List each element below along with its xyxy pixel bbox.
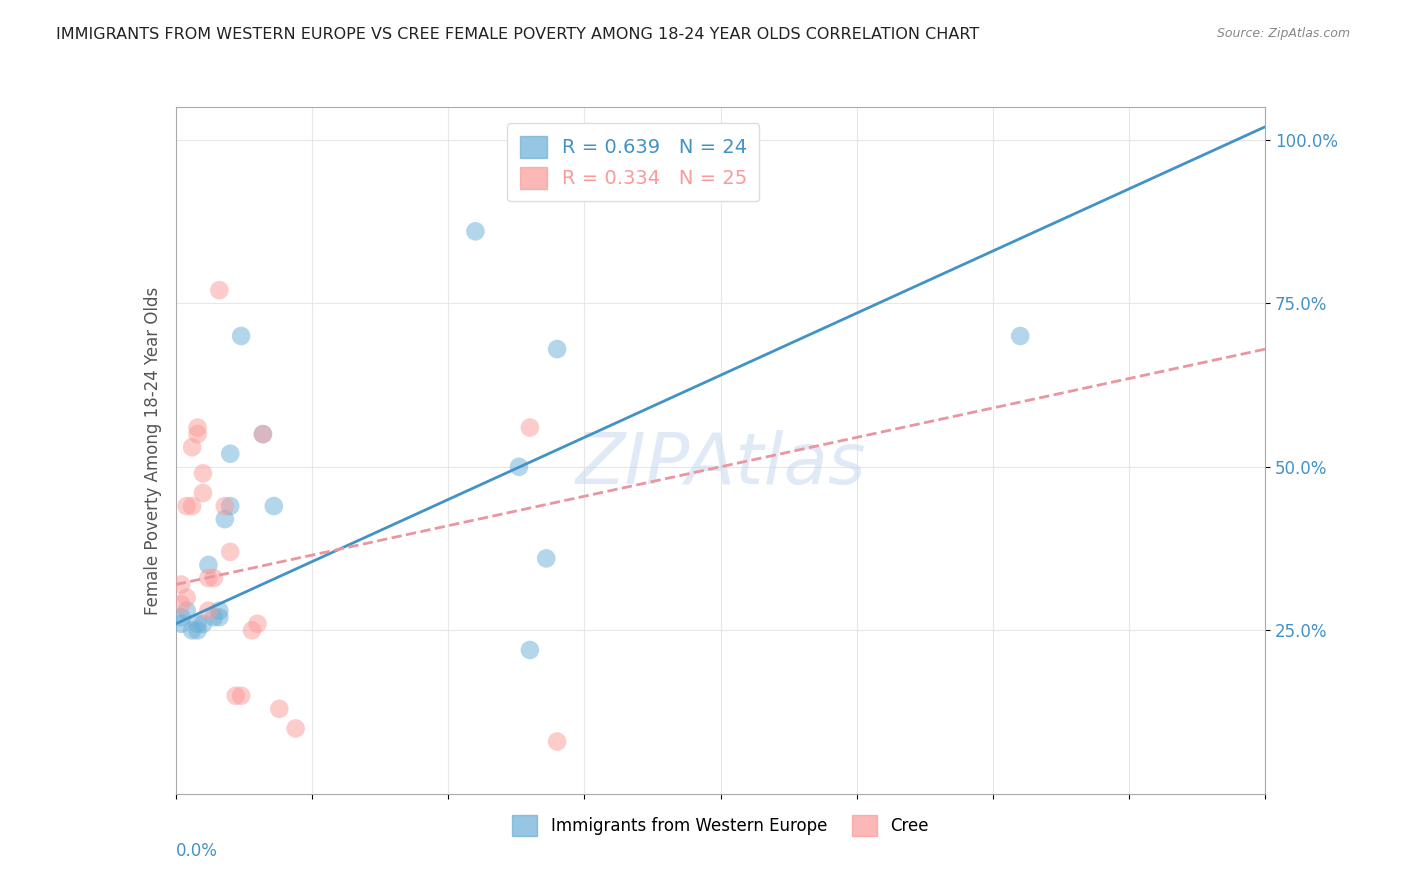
Y-axis label: Female Poverty Among 18-24 Year Olds: Female Poverty Among 18-24 Year Olds [143, 286, 162, 615]
Point [191, 467, 214, 481]
Point [197, 571, 219, 585]
Point [181, 440, 204, 454]
Point [225, 689, 247, 703]
Text: Source: ZipAtlas.com: Source: ZipAtlas.com [1216, 27, 1350, 40]
Point [269, 702, 291, 716]
Point [546, 734, 568, 748]
Legend: Immigrants from Western Europe, Cree: Immigrants from Western Europe, Cree [501, 804, 941, 847]
Point [519, 643, 541, 657]
Point [208, 283, 231, 297]
Text: 0.0%: 0.0% [176, 842, 218, 860]
Point [231, 329, 253, 343]
Point [219, 447, 242, 461]
Point [534, 551, 557, 566]
Point [208, 604, 231, 618]
Point [252, 427, 274, 442]
Point [214, 499, 236, 513]
Point [186, 624, 209, 638]
Point [176, 591, 198, 605]
Point [519, 420, 541, 434]
Point [240, 624, 263, 638]
Point [191, 616, 214, 631]
Point [263, 499, 285, 513]
Point [219, 545, 242, 559]
Point [186, 420, 209, 434]
Point [191, 486, 214, 500]
Point [508, 459, 530, 474]
Point [464, 224, 486, 238]
Point [246, 616, 269, 631]
Point [214, 512, 236, 526]
Point [557, 165, 579, 179]
Point [202, 610, 225, 624]
Point [170, 616, 193, 631]
Point [186, 427, 209, 442]
Point [546, 342, 568, 356]
Point [208, 610, 231, 624]
Point [197, 558, 219, 572]
Point [219, 499, 242, 513]
Text: ZIPAtlas: ZIPAtlas [575, 430, 866, 499]
Point [231, 689, 253, 703]
Point [197, 604, 219, 618]
Point [176, 499, 198, 513]
Point [202, 571, 225, 585]
Point [181, 499, 204, 513]
Point [186, 616, 209, 631]
Point [252, 427, 274, 442]
Point [181, 624, 204, 638]
Point [1010, 329, 1032, 343]
Point [170, 577, 193, 591]
Point [170, 597, 193, 611]
Point [170, 610, 193, 624]
Point [284, 722, 307, 736]
Point [176, 604, 198, 618]
Text: IMMIGRANTS FROM WESTERN EUROPE VS CREE FEMALE POVERTY AMONG 18-24 YEAR OLDS CORR: IMMIGRANTS FROM WESTERN EUROPE VS CREE F… [56, 27, 980, 42]
